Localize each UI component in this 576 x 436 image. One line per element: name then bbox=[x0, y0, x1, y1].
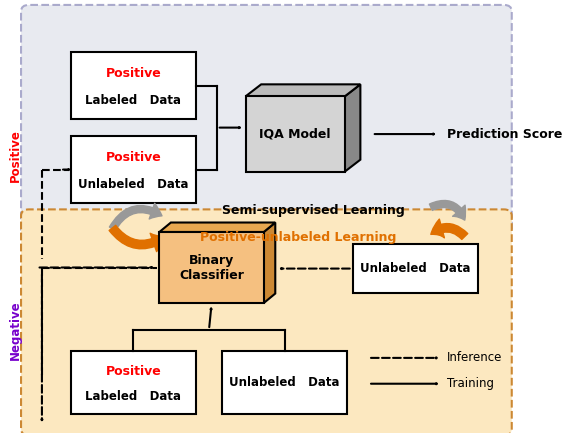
FancyBboxPatch shape bbox=[160, 232, 264, 303]
FancyBboxPatch shape bbox=[21, 209, 511, 436]
Text: Unlabeled   Data: Unlabeled Data bbox=[360, 262, 471, 275]
FancyBboxPatch shape bbox=[245, 96, 344, 172]
Text: Semi-supervised Learning: Semi-supervised Learning bbox=[222, 204, 405, 217]
Text: Positive: Positive bbox=[105, 365, 161, 378]
Text: Unlabeled   Data: Unlabeled Data bbox=[229, 376, 340, 389]
Text: Prediction Score: Prediction Score bbox=[446, 128, 562, 140]
Text: Positive: Positive bbox=[105, 151, 161, 164]
FancyBboxPatch shape bbox=[21, 5, 511, 235]
Polygon shape bbox=[264, 222, 275, 303]
Text: Positive: Positive bbox=[9, 129, 22, 182]
Text: Positive-unlabeled Learning: Positive-unlabeled Learning bbox=[199, 231, 396, 244]
Text: Inference: Inference bbox=[446, 351, 502, 364]
Polygon shape bbox=[160, 222, 275, 232]
FancyBboxPatch shape bbox=[71, 52, 196, 119]
Text: Unlabeled   Data: Unlabeled Data bbox=[78, 178, 188, 191]
Text: IQA Model: IQA Model bbox=[259, 128, 331, 140]
FancyBboxPatch shape bbox=[71, 351, 196, 414]
FancyBboxPatch shape bbox=[71, 136, 196, 203]
Polygon shape bbox=[245, 84, 361, 96]
FancyBboxPatch shape bbox=[353, 244, 478, 293]
Text: Labeled   Data: Labeled Data bbox=[85, 390, 181, 403]
FancyBboxPatch shape bbox=[222, 351, 347, 414]
Text: Positive: Positive bbox=[105, 67, 161, 80]
Text: Negative: Negative bbox=[9, 300, 22, 360]
Polygon shape bbox=[344, 84, 361, 172]
Text: Training: Training bbox=[446, 377, 494, 390]
Text: Binary
Classifier: Binary Classifier bbox=[179, 253, 244, 282]
Text: Labeled   Data: Labeled Data bbox=[85, 94, 181, 107]
